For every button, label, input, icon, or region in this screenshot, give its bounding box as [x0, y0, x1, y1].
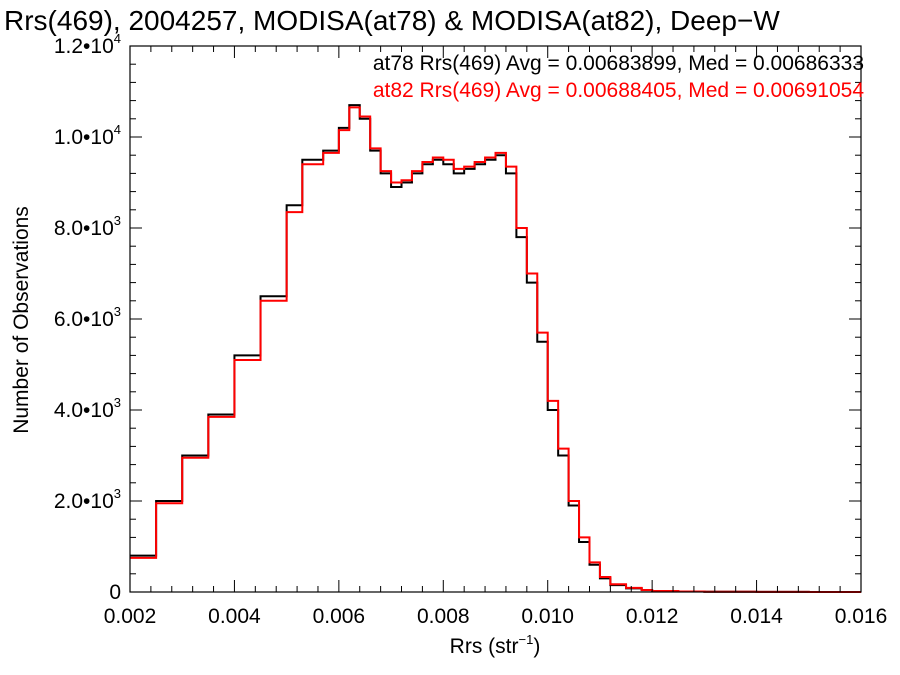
chart-title: Rrs(469), 2004257, MODISA(at78) & MODISA… — [4, 5, 780, 36]
x-axis-label: Rrs (str−1) — [450, 632, 541, 658]
y-tick-label: 0 — [109, 581, 121, 604]
x-tick-label: 0.012 — [626, 605, 679, 628]
x-tick-label: 0.014 — [730, 605, 783, 628]
x-axis-ticks: 0.002 0.004 0.006 0.008 0.010 0.012 0.014 0.016 — [104, 46, 888, 628]
y-tick-label: 6.0•103 — [54, 304, 121, 331]
x-tick-label: 0.006 — [313, 605, 366, 628]
y-axis-ticks: 0 2.0•103 4.0•103 6.0•103 8.0•103 1.0•104 1.2•… — [54, 31, 861, 604]
y-tick-label: 2.0•103 — [54, 486, 121, 513]
x-tick-label: 0.004 — [208, 605, 261, 628]
plot-series — [130, 104, 861, 593]
x-tick-label: 0.008 — [417, 605, 470, 628]
x-tick-label: 0.010 — [521, 605, 574, 628]
y-tick-label: 1.2•104 — [54, 31, 121, 58]
x-axis-label-close: ) — [533, 635, 540, 658]
x-tick-label: 0.016 — [835, 605, 888, 628]
annotation-at78: at78 Rrs(469) Avg = 0.00683899, Med = 0.… — [373, 52, 864, 75]
x-axis-label-superscript: −1 — [519, 632, 534, 647]
y-tick-label: 4.0•103 — [54, 395, 121, 422]
y-tick-label: 8.0•103 — [54, 213, 121, 240]
y-tick-label: 1.0•104 — [54, 122, 121, 149]
x-tick-label: 0.002 — [104, 605, 157, 628]
y-axis-label: Number of Observations — [10, 206, 33, 434]
annotation-at82: at82 Rrs(469) Avg = 0.00688405, Med = 0.… — [373, 79, 864, 102]
x-axis-label-main: Rrs (str — [450, 635, 519, 658]
series-line-at82 — [130, 106, 861, 593]
